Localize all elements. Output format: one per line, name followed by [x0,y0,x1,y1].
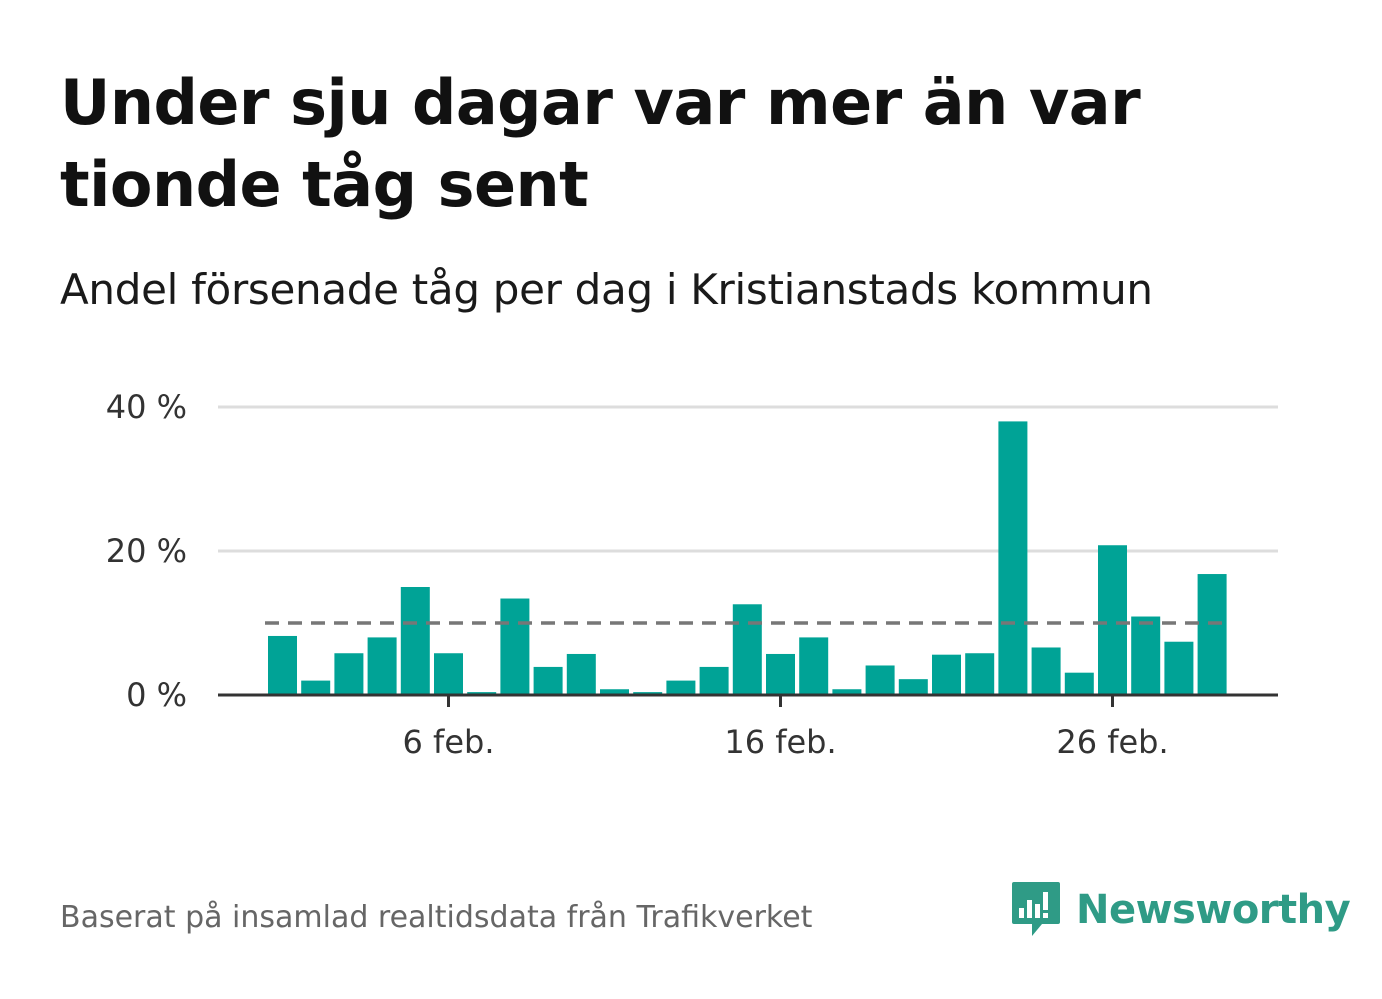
y-tick-label: 0 % [126,676,187,714]
bar [1098,545,1127,695]
bar [699,666,729,695]
bar [998,421,1028,695]
bar [434,653,463,695]
bar [865,665,895,695]
bar [400,587,430,695]
bar [600,689,629,695]
y-tick-label: 20 % [106,532,187,570]
bar [832,689,862,695]
bar [500,598,530,695]
bar [533,666,563,695]
bar [732,604,762,695]
bar [1131,616,1161,695]
brand-name: Newsworthy [1076,887,1351,933]
bar-chart-speech-bubble-icon [1012,882,1060,936]
bar [666,680,696,695]
bar [566,653,596,695]
bar [799,637,829,695]
chart-subtitle: Andel försenade tåg per dag i Kristianst… [60,265,1153,314]
bar [367,637,397,695]
x-tick-label: 6 feb. [403,723,495,761]
x-tick-label: 26 feb. [1056,723,1168,761]
x-tick-label: 16 feb. [724,723,836,761]
bar [1031,647,1061,695]
bar [898,679,928,695]
bar [334,653,364,695]
source-note: Baserat på insamlad realtidsdata från Tr… [60,900,813,935]
chart-title: Under sju dagar var mer än var tionde tå… [60,66,1141,221]
bar [932,654,961,695]
bar [268,635,297,695]
bar [1064,672,1094,695]
bar [301,680,331,695]
bar [1164,641,1194,695]
bar [766,653,795,695]
bar [1197,574,1227,695]
y-tick-label: 40 % [106,388,187,426]
bar [965,653,995,695]
brand-logo: Newsworthy [1010,878,1351,942]
